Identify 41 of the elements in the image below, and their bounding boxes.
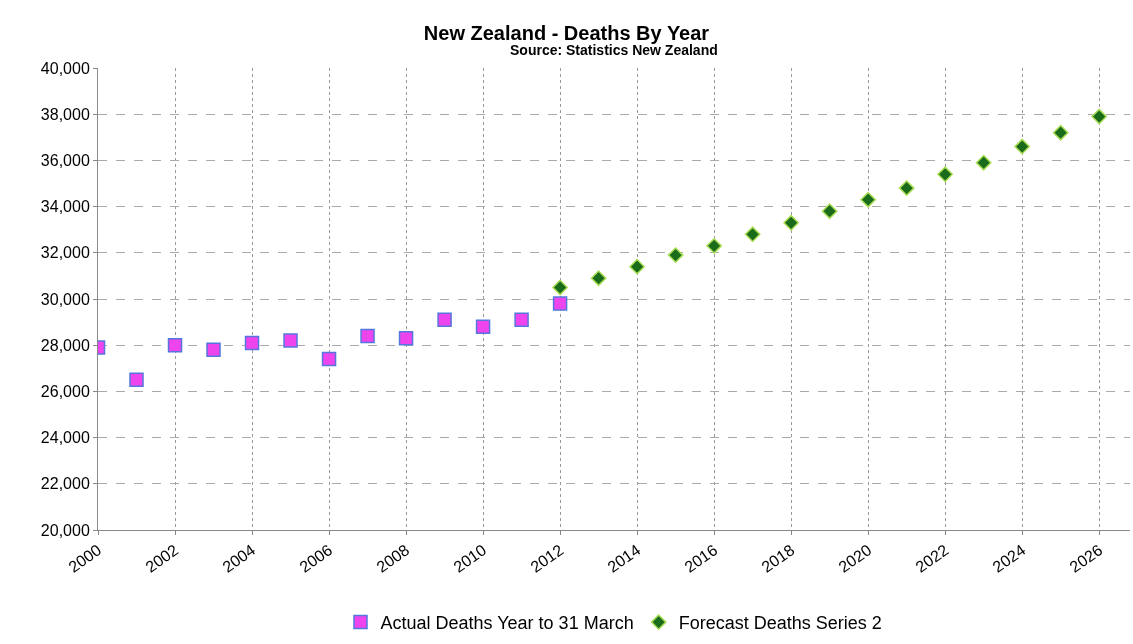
legend-label: Forecast Deaths Series 2 [678,613,882,634]
y-tick-label: 28,000 [40,336,90,354]
point [590,270,607,287]
y-tick-label: 34,000 [40,198,90,216]
y-tick-label: 38,000 [40,105,90,123]
point [629,258,645,275]
point [514,312,529,328]
y-tick-label: 26,000 [40,383,90,400]
point [167,337,183,353]
chart-title: New Zealand - Deaths By Year [423,21,710,44]
point [283,333,298,348]
point [667,247,684,264]
point [552,296,568,311]
y-tick-label: 30,000 [40,290,90,308]
point [706,237,723,254]
y-tick-label: 20,000 [40,521,90,539]
point [129,372,144,388]
point [1052,124,1069,141]
y-tick-label: 24,000 [40,429,90,447]
point [1091,108,1108,125]
point [244,335,260,351]
point [552,279,568,296]
point [360,328,375,344]
point [783,214,800,231]
point [744,226,761,243]
point [898,180,915,197]
point [860,191,877,208]
y-tick-label: 36,000 [40,152,90,169]
point [206,342,221,358]
point [321,351,337,367]
point [475,319,491,334]
y-tick-label: 22,000 [40,475,90,493]
point [437,312,452,328]
point [975,154,992,171]
y-tick-label: 32,000 [40,244,90,262]
point [937,166,954,183]
point [1014,138,1031,155]
y-tick-label: 40,000 [40,59,90,77]
legend-label: Actual Deaths Year to 31 March [380,613,634,634]
point [398,331,414,346]
point [821,203,838,220]
